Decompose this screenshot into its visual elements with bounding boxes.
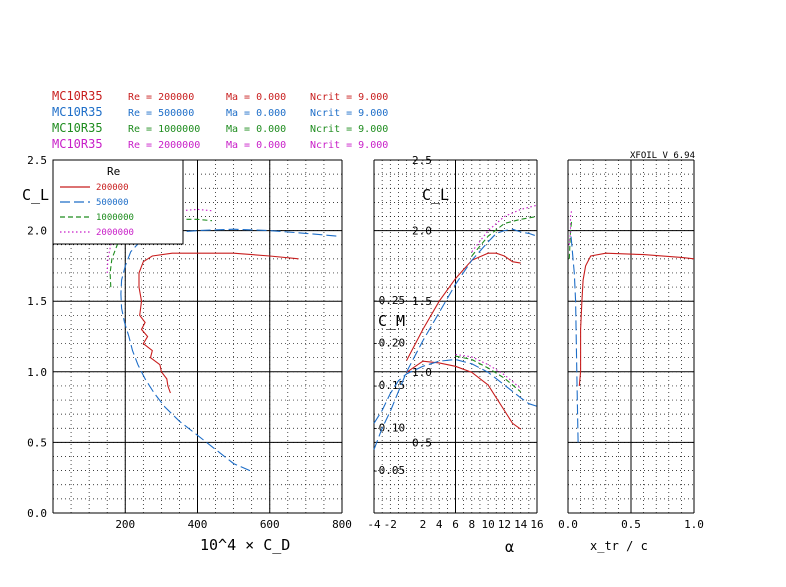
cm-tick-label: -0.10 xyxy=(372,422,405,435)
legend-label: 200000 xyxy=(96,183,129,193)
y-tick-label: 0.0 xyxy=(27,507,47,520)
x-tick-label: 800 xyxy=(332,518,352,531)
alpha-tick-label: 2 xyxy=(420,518,427,531)
header-airfoil: MC10R35 xyxy=(52,121,103,135)
transition-curve xyxy=(568,219,573,259)
header-ma: Ma = 0.000 xyxy=(226,124,286,135)
cl-tick-label: 2.0 xyxy=(412,225,432,238)
xtr-tick-label: 1.0 xyxy=(684,518,704,531)
lift-curve xyxy=(373,228,538,450)
alpha-tick-label: 10 xyxy=(481,518,494,531)
cm-axis-label: C_M xyxy=(378,312,405,330)
lift-curve xyxy=(471,204,538,253)
x-axis-label: 10^4 × C_D xyxy=(200,536,290,554)
cm-tick-label: -0.20 xyxy=(372,337,405,350)
panel-drag-polar: 0.0 0.5 1.0 1.5 2.0 2.5 200 400 600 800 10^4 × C_D… xyxy=(22,154,352,554)
lift-curve xyxy=(406,252,521,361)
header-airfoil: MC10R35 xyxy=(52,105,103,119)
cm-tick-label: -0.15 xyxy=(372,379,405,392)
legend: Re 200000 500000 1000000 2000000 xyxy=(52,159,184,245)
header-airfoil: MC10R35 xyxy=(52,137,103,151)
panel-lift-and-moment-curves: 2.0 1.5 1.0 0.5 2.5 -0.25 -0.20 -0.15 -0.10 -0.05… xyxy=(367,154,543,556)
lift-curve xyxy=(471,215,538,257)
header-airfoil: MC10R35 xyxy=(52,89,103,103)
alpha-tick-label: 12 xyxy=(498,518,511,531)
alpha-tick-label: 8 xyxy=(468,518,475,531)
transition-curve xyxy=(569,230,579,443)
y-tick-label: 0.5 xyxy=(27,436,47,449)
header-re: Re = 500000 xyxy=(128,108,194,119)
moment-curve xyxy=(406,360,522,430)
drag-polar-curve xyxy=(138,252,299,394)
x-tick-label: 400 xyxy=(188,518,208,531)
y-tick-label: 2.5 xyxy=(27,154,47,167)
alpha-tick-label: 4 xyxy=(436,518,443,531)
x-tick-label: 600 xyxy=(260,518,280,531)
header-ma: Ma = 0.000 xyxy=(226,140,286,151)
header-re: Re = 1000000 xyxy=(128,124,200,135)
moment-curve xyxy=(455,353,522,389)
panel-transition-location: 0.0 0.5 1.0 x_tr / c xyxy=(558,159,704,553)
header-ma: Ma = 0.000 xyxy=(226,108,286,119)
header-ncrit: Ncrit = 9.000 xyxy=(310,92,388,103)
alpha-tick-label: 14 xyxy=(514,518,528,531)
x-tick-label: 200 xyxy=(115,518,135,531)
alpha-tick-label: -4 xyxy=(367,518,381,531)
xtr-tick-label: 0.5 xyxy=(621,518,641,531)
transition-curve xyxy=(578,252,695,386)
header-row: MC10R35 Re = 500000 Ma = 0.000 Ncrit = 9.00… xyxy=(52,105,388,119)
y-tick-label: 1.5 xyxy=(27,295,47,308)
header-re: Re = 2000000 xyxy=(128,140,200,151)
axes: 0.0 0.5 1.0 1.5 2.0 2.5 200 400 600 800 10^4 × C_D… xyxy=(22,154,704,556)
cl-tick-label: 1.5 xyxy=(412,295,432,308)
header-ncrit: Ncrit = 9.000 xyxy=(310,140,388,151)
legend-label: 1000000 xyxy=(96,213,134,223)
x-axis-label: x_tr / c xyxy=(590,539,648,553)
version-label: XFOIL V 6.94 xyxy=(630,151,695,161)
cl-axis-label: C_L xyxy=(422,186,449,204)
header-row: MC10R35 Re = 200000 Ma = 0.000 Ncrit = 9.00… xyxy=(52,89,388,103)
transition-curve xyxy=(568,209,573,245)
drag-polar-curve xyxy=(120,228,339,472)
cm-tick-label: -0.25 xyxy=(372,294,405,307)
y-tick-label: 2.0 xyxy=(27,225,47,238)
moment-curve xyxy=(373,358,538,424)
x-axis-label: α xyxy=(505,538,514,556)
header-rows: MC10R35 Re = 200000 Ma = 0.000 Ncrit = 9.00… xyxy=(52,89,388,151)
cl-tick-label: 1.0 xyxy=(412,366,432,379)
header-ma: Ma = 0.000 xyxy=(226,92,286,103)
alpha-tick-label: -2 xyxy=(384,518,397,531)
y-axis-label: C_L xyxy=(22,186,49,204)
cm-tick-label: -0.05 xyxy=(372,464,405,477)
moment-curve xyxy=(455,355,522,393)
alpha-tick-label: 6 xyxy=(452,518,459,531)
alpha-tick-label: 16 xyxy=(530,518,543,531)
cl-tick-label: 0.5 xyxy=(412,436,432,449)
header-re: Re = 200000 xyxy=(128,92,194,103)
header-ncrit: Ncrit = 9.000 xyxy=(310,108,388,119)
y-tick-label: 1.0 xyxy=(27,366,47,379)
legend-title: Re xyxy=(107,165,120,178)
legend-label: 500000 xyxy=(96,198,129,208)
xtr-tick-label: 0.0 xyxy=(558,518,578,531)
curves xyxy=(106,204,695,472)
cl-tick-label: 2.5 xyxy=(412,154,432,167)
legend-label: 2000000 xyxy=(96,228,134,238)
header-ncrit: Ncrit = 9.000 xyxy=(310,124,388,135)
header-row: MC10R35 Re = 1000000 Ma = 0.000 Ncrit = 9.0… xyxy=(52,121,388,135)
header-row: MC10R35 Re = 2000000 Ma = 0.000 Ncrit = 9.0… xyxy=(52,137,388,151)
